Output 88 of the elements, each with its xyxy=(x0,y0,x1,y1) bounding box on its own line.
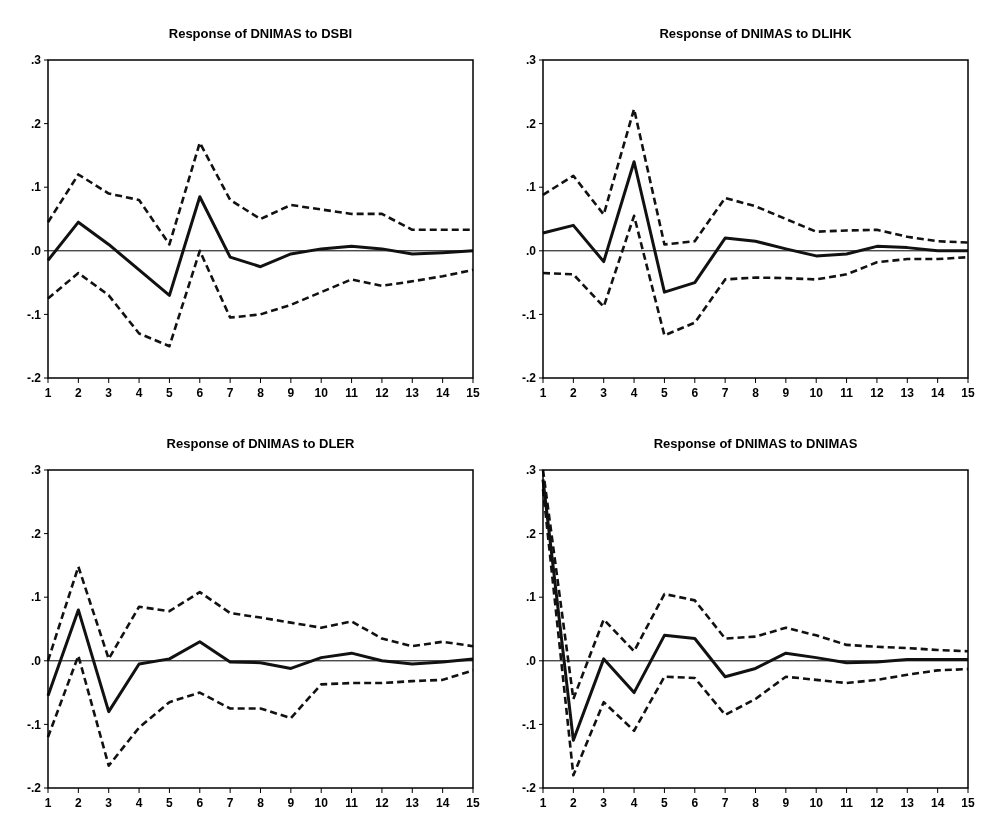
x-tick-label: 10 xyxy=(314,796,329,810)
x-tick-label: 13 xyxy=(900,386,915,400)
y-tick-label: .3 xyxy=(525,463,537,478)
x-tick-label: 2 xyxy=(75,386,83,400)
x-tick-label: 12 xyxy=(870,796,884,810)
x-tick-label: 5 xyxy=(166,386,174,400)
y-tick-label: .0 xyxy=(525,654,537,668)
x-tick-label: 4 xyxy=(630,796,638,810)
y-tick-label: .1 xyxy=(30,590,42,605)
x-tick-label: 6 xyxy=(196,796,204,810)
x-tick-label: 13 xyxy=(900,796,915,810)
y-tick-label: .1 xyxy=(30,180,42,195)
x-tick-label: 8 xyxy=(257,386,265,400)
y-tick-label: .3 xyxy=(525,53,537,68)
x-tick-label: 1 xyxy=(44,386,52,400)
x-tick-label: 11 xyxy=(840,796,854,810)
x-tick-label: 14 xyxy=(435,386,450,400)
x-tick-label: 4 xyxy=(630,386,638,400)
x-tick-label: 2 xyxy=(570,386,578,400)
x-tick-label: 10 xyxy=(809,386,824,400)
x-tick-label: 12 xyxy=(375,796,389,810)
x-tick-label: 15 xyxy=(961,796,975,810)
y-tick-label: .2 xyxy=(30,116,42,131)
x-tick-label: 10 xyxy=(314,386,329,400)
y-tick-label: -.1 xyxy=(26,717,42,732)
y-tick-label: -.2 xyxy=(26,781,42,796)
x-tick-label: 5 xyxy=(166,796,174,810)
x-tick-label: 15 xyxy=(961,386,975,400)
x-tick-label: 5 xyxy=(661,796,669,810)
x-tick-label: 7 xyxy=(721,386,729,400)
y-tick-label: .0 xyxy=(30,244,42,258)
y-tick-label: .1 xyxy=(525,180,537,195)
x-tick-label: 10 xyxy=(809,796,824,810)
x-tick-label: 6 xyxy=(196,386,204,400)
y-tick-label: -.2 xyxy=(521,781,537,796)
x-tick-label: 15 xyxy=(466,796,480,810)
x-tick-label: 12 xyxy=(870,386,884,400)
x-tick-label: 9 xyxy=(782,386,790,400)
x-tick-label: 7 xyxy=(721,796,729,810)
chart-title: Response of DNIMAS to DNIMAS xyxy=(653,436,858,451)
x-tick-label: 3 xyxy=(600,386,608,400)
y-tick-label: .0 xyxy=(525,244,537,258)
x-tick-label: 11 xyxy=(345,386,359,400)
chart-title: Response of DNIMAS to DSBI xyxy=(168,26,353,41)
x-tick-label: 13 xyxy=(405,796,420,810)
chart-title: Response of DNIMAS to DLER xyxy=(166,436,355,451)
y-tick-label: -.1 xyxy=(26,307,42,322)
x-tick-label: 2 xyxy=(75,796,83,810)
y-tick-label: -.2 xyxy=(521,371,537,386)
y-tick-label: .2 xyxy=(525,526,537,541)
x-tick-label: 14 xyxy=(930,796,945,810)
x-tick-label: 3 xyxy=(600,796,608,810)
x-tick-label: 2 xyxy=(570,796,578,810)
x-tick-label: 1 xyxy=(539,796,547,810)
x-tick-label: 12 xyxy=(375,386,389,400)
x-tick-label: 4 xyxy=(135,796,143,810)
x-tick-label: 11 xyxy=(840,386,854,400)
y-tick-label: -.1 xyxy=(521,307,537,322)
x-tick-label: 14 xyxy=(435,796,450,810)
x-tick-label: 8 xyxy=(257,796,265,810)
x-tick-label: 3 xyxy=(105,796,113,810)
x-tick-label: 3 xyxy=(105,386,113,400)
x-tick-label: 7 xyxy=(226,386,234,400)
y-tick-label: .2 xyxy=(30,526,42,541)
x-tick-label: 14 xyxy=(930,386,945,400)
x-tick-label: 7 xyxy=(226,796,234,810)
x-tick-label: 9 xyxy=(782,796,790,810)
x-tick-label: 6 xyxy=(691,386,699,400)
y-tick-label: -.1 xyxy=(521,717,537,732)
x-tick-label: 11 xyxy=(345,796,359,810)
y-tick-label: .2 xyxy=(525,116,537,131)
y-tick-label: .1 xyxy=(525,590,537,605)
x-tick-label: 9 xyxy=(287,796,295,810)
x-tick-label: 4 xyxy=(135,386,143,400)
y-tick-label: .0 xyxy=(30,654,42,668)
x-tick-label: 5 xyxy=(661,386,669,400)
x-tick-label: 13 xyxy=(405,386,420,400)
x-tick-label: 8 xyxy=(752,386,760,400)
x-tick-label: 15 xyxy=(466,386,480,400)
y-tick-label: .3 xyxy=(30,463,42,478)
chart-title: Response of DNIMAS to DLIHK xyxy=(659,26,853,41)
x-tick-label: 1 xyxy=(44,796,52,810)
x-tick-label: 9 xyxy=(287,386,295,400)
x-tick-label: 6 xyxy=(691,796,699,810)
y-tick-label: .3 xyxy=(30,53,42,68)
x-tick-label: 8 xyxy=(752,796,760,810)
x-tick-label: 1 xyxy=(539,386,547,400)
y-tick-label: -.2 xyxy=(26,371,42,386)
